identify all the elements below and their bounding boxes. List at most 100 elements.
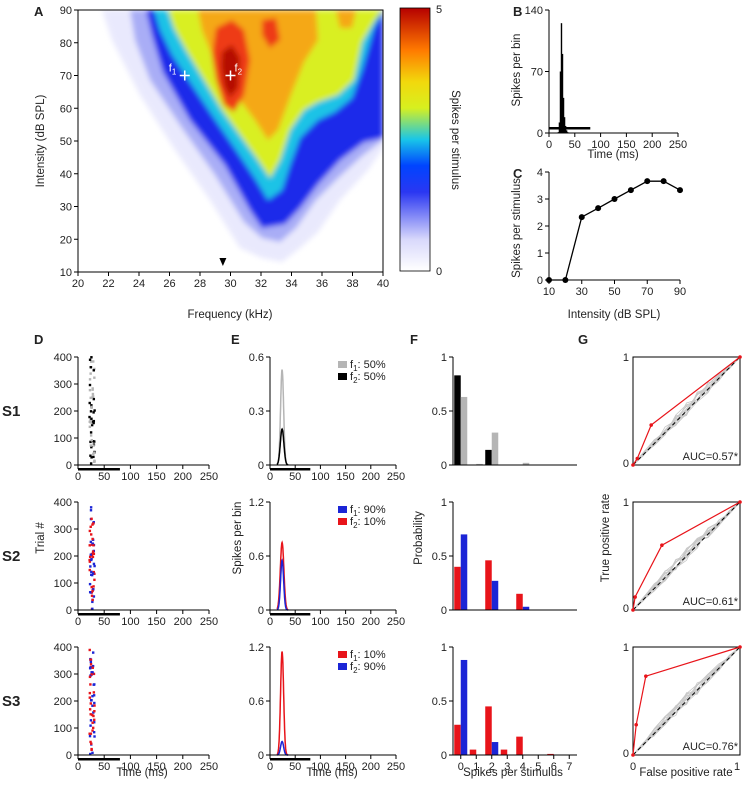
raster-dot-3-38 bbox=[88, 675, 92, 679]
raster-dot-3-41 bbox=[89, 752, 92, 756]
panel-d-row1-y-tick-label-0: 0 bbox=[66, 460, 72, 472]
raster-3 bbox=[88, 648, 96, 756]
raster-dot-1-7 bbox=[89, 410, 93, 413]
raster-dot-2-44 bbox=[91, 607, 94, 611]
raster-dot-2-41 bbox=[88, 555, 92, 559]
hist-bar-2-0-2 bbox=[485, 560, 492, 610]
raster-dot-2-47 bbox=[92, 552, 96, 556]
panel-label-d: D bbox=[34, 332, 43, 347]
raster-dot-2-31 bbox=[92, 585, 95, 588]
raster-dot-1-14 bbox=[91, 387, 94, 390]
panel-b-bar-4 bbox=[561, 53, 564, 133]
raster-dot-3-45 bbox=[92, 731, 96, 734]
raster-dot-2-27 bbox=[88, 544, 91, 547]
raster-dot-3-24 bbox=[91, 726, 95, 730]
panel-b-x-tick-label-2: 100 bbox=[591, 139, 609, 151]
raster-dot-3-6 bbox=[88, 648, 91, 652]
raster-dot-3-2 bbox=[88, 691, 92, 695]
legend-label-3-0: f1: 10% bbox=[350, 649, 386, 663]
roc-y-tick-0-3: 0 bbox=[623, 748, 629, 760]
panel-a-y-tick-label-6: 70 bbox=[60, 71, 72, 83]
raster-dot-3-59 bbox=[89, 660, 93, 664]
roc-auc-label-1: AUC=0.57* bbox=[683, 451, 739, 463]
hist-bar-3-0-6 bbox=[547, 753, 554, 755]
roc-point-3-3 bbox=[738, 645, 742, 649]
panel-b-xlabel: Time (ms) bbox=[587, 149, 638, 161]
raster-dot-3-18 bbox=[92, 672, 96, 676]
raster-dot-1-40 bbox=[89, 372, 92, 375]
hist-bar-1-1-4 bbox=[522, 462, 530, 465]
panel-e-row1-y-tick-label-0: 0 bbox=[258, 460, 264, 472]
psth-curve-1-1 bbox=[276, 427, 289, 466]
legend-swatch-1-0 bbox=[338, 361, 347, 368]
psth-curve-3-0 bbox=[276, 651, 289, 756]
raster-dot-3-48 bbox=[89, 658, 93, 661]
panel-f-row1-y-tick-label-1: 0.5 bbox=[432, 406, 447, 418]
marker-f1: f1 bbox=[169, 63, 190, 81]
panel-d-row3-x-tick-label-0: 0 bbox=[75, 761, 81, 773]
legend-label-2-0: f1: 90% bbox=[350, 504, 386, 518]
raster-dot-2-50 bbox=[90, 570, 93, 574]
legend-label-1-1: f2: 50% bbox=[350, 371, 386, 385]
panel-e-row2-x-tick-label-2: 100 bbox=[311, 616, 329, 628]
colorbar-max-label: 5 bbox=[436, 4, 442, 16]
rate-level-point-6 bbox=[644, 178, 651, 185]
panel-b-bars bbox=[557, 23, 569, 133]
panel-f-row1-y-tick-label-2: 1 bbox=[441, 352, 447, 364]
heatmap-field bbox=[102, 10, 383, 262]
raster-dot-1-56 bbox=[88, 425, 92, 429]
panel-f-row3-y-tick-label-1: 0.5 bbox=[432, 696, 447, 708]
row-label-s3: S3 bbox=[2, 693, 20, 710]
panel-d-ylabel: Trial # bbox=[35, 522, 47, 554]
panel-a-xlabel: Frequency (kHz) bbox=[188, 309, 273, 321]
raster-dot-3-31 bbox=[89, 724, 92, 727]
raster-dot-1-50 bbox=[90, 439, 94, 442]
panel-a-x-tick-label-5: 30 bbox=[224, 278, 236, 290]
roc-point-3-1 bbox=[634, 722, 639, 727]
panel-c-y-tick-label-0: 0 bbox=[537, 275, 543, 287]
raster-dot-2-15 bbox=[88, 568, 91, 572]
raster-dot-1-0 bbox=[93, 367, 96, 371]
roc-auc-label-2: AUC=0.61* bbox=[683, 596, 739, 608]
roc-point-2-1 bbox=[633, 595, 637, 599]
raster-dot-3-44 bbox=[89, 662, 93, 666]
raster-dot-2-21 bbox=[88, 560, 92, 563]
raster-dot-1-48 bbox=[88, 378, 92, 381]
panel-f-x-tick-label-3: 3 bbox=[504, 761, 510, 773]
panel-e-xlabel: Time (ms) bbox=[306, 767, 357, 779]
raster-dot-3-34 bbox=[89, 683, 92, 686]
raster-2 bbox=[88, 506, 96, 611]
raster-dot-3-10 bbox=[89, 740, 92, 744]
hist-bar-3-0-1 bbox=[469, 749, 477, 755]
panel-d-row3-x-tick-label-1: 50 bbox=[98, 761, 110, 773]
raster-dot-3-26 bbox=[89, 713, 92, 716]
raster-dot-1-58 bbox=[92, 360, 95, 363]
roc-point-1-1 bbox=[635, 456, 640, 461]
panel-d-row3-y-tick-label-1: 100 bbox=[54, 723, 72, 735]
heatmap-hotspot-right bbox=[336, 10, 356, 28]
panel-b-x-tick-label-4: 200 bbox=[643, 139, 661, 151]
panel-d-row3-x-tick-label-4: 200 bbox=[174, 761, 192, 773]
panel-f-row2-y-tick-label-1: 0.5 bbox=[432, 551, 447, 563]
panel-b-x-tick-label-1: 50 bbox=[569, 139, 581, 151]
best-frequency-arrow bbox=[219, 258, 227, 266]
roc-x-tick-0: 0 bbox=[630, 761, 636, 773]
roc-chance-line-2 bbox=[632, 501, 741, 611]
roc-chance-line-1 bbox=[632, 356, 741, 466]
panel-d-row2-y-tick-label-4: 400 bbox=[54, 497, 72, 509]
panel-a-y-tick-label-7: 80 bbox=[60, 38, 72, 50]
panel-e-row2-x-tick-label-4: 200 bbox=[362, 616, 380, 628]
raster-dot-3-3 bbox=[93, 735, 96, 738]
panel-e-row1-x-tick-label-1: 50 bbox=[289, 471, 301, 483]
hist-bar-3-0-3 bbox=[500, 749, 508, 755]
raster-dot-2-58 bbox=[88, 591, 92, 594]
raster-dot-2-45 bbox=[90, 590, 93, 594]
raster-dot-3-27 bbox=[89, 719, 93, 722]
hist-bar-2-1-0 bbox=[460, 534, 468, 610]
raster-dot-2-51 bbox=[93, 578, 96, 582]
raster-dot-2-42 bbox=[92, 562, 96, 566]
raster-dot-1-19 bbox=[89, 366, 93, 369]
roc-y-tick-1-1: 1 bbox=[623, 352, 629, 364]
raster-dot-1-9 bbox=[89, 431, 93, 434]
panel-d-row3-y-tick-label-4: 400 bbox=[54, 642, 72, 654]
